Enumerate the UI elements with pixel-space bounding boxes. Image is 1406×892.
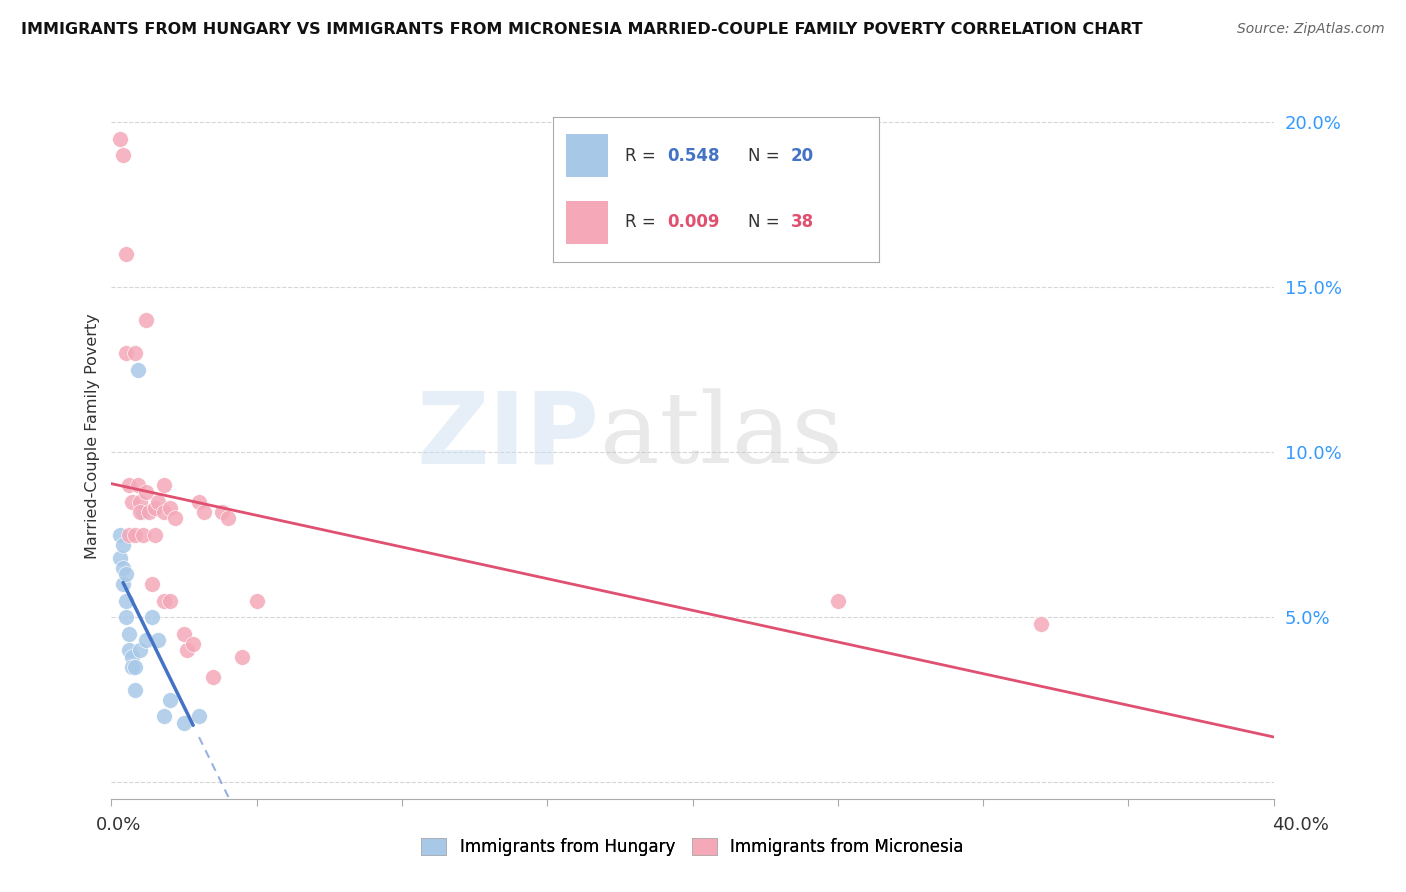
Point (135, 633, 157, 648)
Point (159, 692, 181, 706)
Point (202, 670, 225, 684)
Point (187, 495, 209, 509)
Point (115, 594, 138, 608)
Point (124, 659, 146, 673)
Point (124, 346, 146, 360)
Point (141, 610, 163, 624)
Point (135, 484, 157, 499)
Point (827, 594, 849, 608)
Text: IMMIGRANTS FROM HUNGARY VS IMMIGRANTS FROM MICRONESIA MARRIED-COUPLE FAMILY POVE: IMMIGRANTS FROM HUNGARY VS IMMIGRANTS FR… (21, 22, 1143, 37)
Point (112, 561, 135, 575)
Text: atlas: atlas (599, 388, 842, 483)
Point (1031, 616, 1053, 631)
Point (121, 649, 143, 664)
Point (129, 505, 152, 519)
Point (118, 643, 141, 657)
Point (129, 495, 152, 509)
Point (217, 511, 239, 525)
Point (146, 495, 169, 509)
Point (193, 505, 215, 519)
Point (124, 682, 146, 697)
Point (152, 594, 174, 608)
Point (115, 567, 138, 582)
Point (211, 505, 233, 519)
Point (124, 528, 146, 542)
Point (138, 505, 160, 519)
Point (127, 363, 149, 377)
Point (143, 501, 166, 516)
Point (108, 528, 131, 542)
Text: 40.0%: 40.0% (1272, 816, 1329, 834)
Point (115, 346, 138, 360)
Y-axis label: Married-Couple Family Poverty: Married-Couple Family Poverty (86, 313, 100, 558)
Point (112, 148, 135, 162)
Text: Source: ZipAtlas.com: Source: ZipAtlas.com (1237, 22, 1385, 37)
Point (159, 594, 181, 608)
Point (141, 577, 163, 591)
Point (135, 313, 157, 327)
Point (108, 132, 131, 146)
Point (118, 478, 141, 492)
Point (112, 577, 135, 591)
Point (173, 715, 195, 730)
Point (127, 478, 149, 492)
Point (108, 550, 131, 565)
Text: 0.0%: 0.0% (96, 816, 141, 834)
Point (115, 247, 138, 261)
Point (246, 594, 269, 608)
Point (173, 626, 195, 640)
Point (152, 505, 174, 519)
Legend: Immigrants from Hungary, Immigrants from Micronesia: Immigrants from Hungary, Immigrants from… (415, 831, 970, 863)
Point (146, 633, 169, 648)
Point (143, 528, 166, 542)
Point (115, 610, 138, 624)
Point (132, 505, 155, 519)
Point (176, 643, 198, 657)
Point (118, 626, 141, 640)
Point (165, 511, 187, 525)
Point (132, 528, 155, 542)
Point (159, 501, 181, 516)
Point (121, 659, 143, 673)
Point (121, 495, 143, 509)
Text: ZIP: ZIP (416, 387, 599, 484)
Point (152, 478, 174, 492)
Point (112, 538, 135, 552)
Point (231, 649, 253, 664)
Point (129, 643, 152, 657)
Point (187, 709, 209, 723)
Point (118, 528, 141, 542)
Point (181, 637, 204, 651)
Point (152, 709, 174, 723)
